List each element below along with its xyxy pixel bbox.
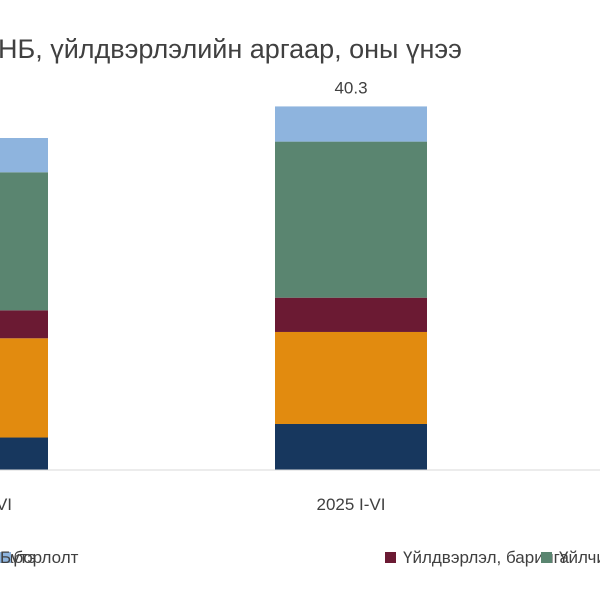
- legend-label-4: Бүтэ: [0, 548, 36, 567]
- bar-segment-0-1: [0, 338, 48, 438]
- bar-segment-1-2: [275, 297, 427, 332]
- legend-swatch-4: [0, 552, 11, 563]
- legend-label-2: Үйлдвэрлэл, барилга: [403, 548, 569, 567]
- bar-segment-1-1: [275, 331, 427, 424]
- legend-label-3: Үйлчилгээ: [559, 548, 600, 567]
- bar-segment-1-4: [275, 106, 427, 142]
- data-label-1: 40.3: [334, 78, 367, 97]
- bar-segment-1-3: [275, 141, 427, 298]
- bar-segment-0-2: [0, 310, 48, 339]
- legend-swatch-3: [541, 552, 552, 563]
- x-tick-label-1: 2025 I-VI: [317, 495, 386, 514]
- bar-segment-1-0: [275, 423, 427, 470]
- x-tick-label-0: VI: [0, 495, 12, 514]
- bar-segment-0-0: [0, 437, 48, 470]
- bar-segment-0-4: [0, 138, 48, 173]
- bars-group: [0, 106, 427, 470]
- x-tick-labels: VI 2025 I-VI: [0, 495, 386, 514]
- legend: аборлолт Үйлдвэрлэл, барилгаҮйлчилгээ Бүтэ: [0, 548, 600, 567]
- bar-segment-0-3: [0, 172, 48, 311]
- legend-swatch-2: [385, 552, 396, 563]
- chart-title: НБ, үйлдвэрлэлийн аргаар, оны үнээ: [0, 34, 462, 64]
- data-labels-group: 40.3: [334, 78, 367, 97]
- legend-label-0: аборлолт: [4, 548, 79, 567]
